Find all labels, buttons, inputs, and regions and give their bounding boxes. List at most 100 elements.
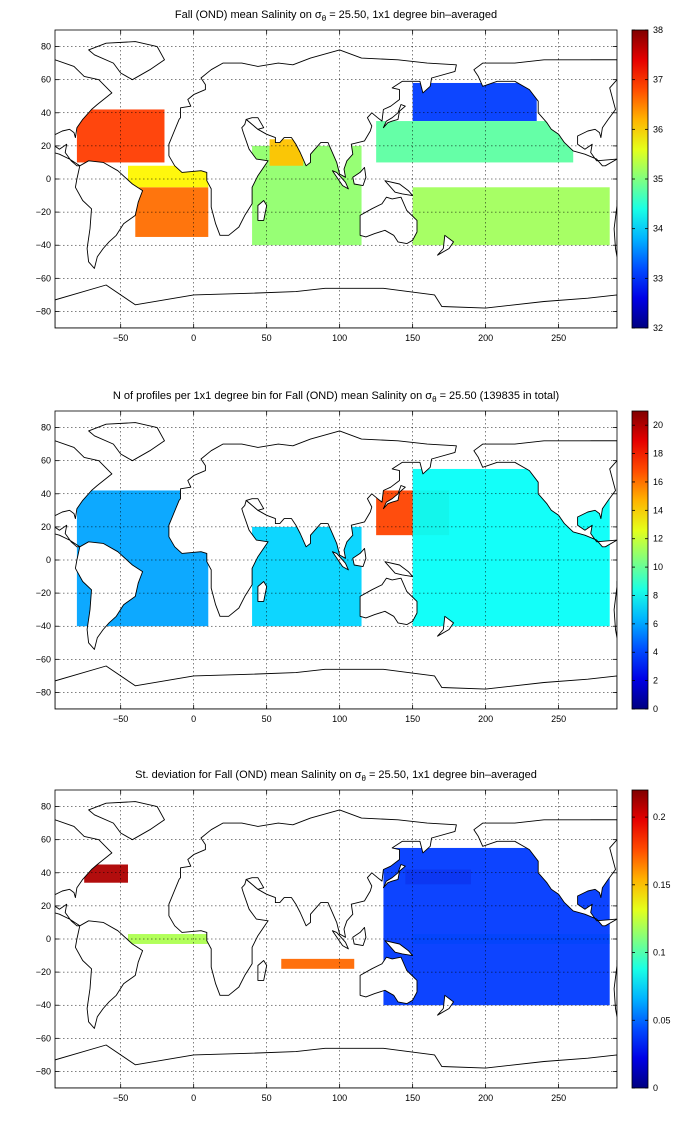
x-tick-label: 100: [332, 333, 347, 343]
land-new-guinea: [384, 940, 414, 957]
colorbar-tick-label: 10: [653, 562, 663, 572]
x-tick-label: 50: [262, 333, 272, 343]
colorbar: [631, 789, 649, 1089]
y-tick-label: 80: [41, 802, 51, 812]
land-japan: [382, 485, 406, 510]
y-tick-label: 20: [41, 522, 51, 532]
y-tick-label: −40: [36, 621, 51, 631]
colorbar: [631, 410, 649, 710]
y-tick-label: −60: [36, 1033, 51, 1043]
land-japan: [382, 104, 406, 129]
map-area: [55, 411, 617, 709]
land-australia: [359, 196, 418, 245]
colorbar-tick-label: 12: [653, 534, 663, 544]
x-tick-label: 0: [191, 714, 196, 724]
colorbar-tick-label: 33: [653, 273, 663, 283]
colorbar-tick-label: 20: [653, 420, 663, 430]
x-tick-label: 200: [478, 714, 493, 724]
land-antarctica: [55, 284, 617, 328]
colorbar-tick-label: 6: [653, 619, 658, 629]
land-south-america: [74, 160, 144, 269]
colorbar-tick-label: 8: [653, 590, 658, 600]
data-region: [412, 82, 537, 122]
chart-title: N of profiles per 1x1 degree bin for Fal…: [113, 390, 559, 404]
colorbar-tick-label: 16: [653, 477, 663, 487]
land-antarctica: [55, 665, 617, 709]
land-eurasia-africa: [168, 809, 457, 996]
colorbar-tick-label: 32: [653, 323, 663, 333]
panel-1: Fall (OND) mean Salinity on σθ = 25.50, …: [36, 9, 663, 343]
x-tick-label: 150: [405, 1093, 420, 1103]
colorbar-tick-label: 2: [653, 676, 658, 686]
land-antarctica: [55, 1044, 617, 1088]
y-tick-label: −40: [36, 240, 51, 250]
y-tick-label: 20: [41, 901, 51, 911]
land-sumatra: [331, 551, 349, 571]
y-tick-label: 60: [41, 835, 51, 845]
land-south-america-wrap: [613, 581, 617, 639]
colorbar-tick-label: 35: [653, 174, 663, 184]
land-arabia-patch: [245, 117, 265, 130]
map-area: [55, 790, 617, 1088]
land-south-america: [74, 920, 144, 1029]
land-south-america-wrap: [613, 200, 617, 258]
y-tick-label: 80: [41, 423, 51, 433]
x-tick-label: 250: [551, 1093, 566, 1103]
y-tick-label: −60: [36, 273, 51, 283]
colorbar-tick-label: 0.1: [653, 948, 666, 958]
land-greenland: [88, 41, 165, 81]
y-tick-label: −60: [36, 654, 51, 664]
y-tick-label: 60: [41, 456, 51, 466]
y-tick-label: 40: [41, 489, 51, 499]
data-region: [281, 958, 355, 969]
colorbar-tick-label: 14: [653, 505, 663, 515]
land-mexico-wrap: [473, 440, 617, 548]
x-tick-label: 200: [478, 333, 493, 343]
colorbar-tick-label: 18: [653, 449, 663, 459]
land-greenland: [88, 801, 165, 841]
land-borneo: [352, 926, 367, 947]
y-tick-label: 0: [46, 174, 51, 184]
data-region: [412, 187, 610, 246]
land-new-guinea: [384, 180, 414, 197]
colorbar-tick-label: 0.15: [653, 880, 671, 890]
y-tick-label: −40: [36, 1000, 51, 1010]
x-tick-label: 100: [332, 1093, 347, 1103]
colorbar-tick-label: 0: [653, 704, 658, 714]
x-tick-label: 50: [262, 714, 272, 724]
land-south-america-wrap: [613, 960, 617, 1018]
land-eurasia-africa: [168, 430, 457, 617]
colorbar-tick-label: 0.05: [653, 1015, 671, 1025]
x-tick-label: 150: [405, 714, 420, 724]
colorbar-tick-label: 38: [653, 25, 663, 35]
land-greenland: [88, 422, 165, 462]
colorbar-tick-label: 4: [653, 647, 658, 657]
colorbar-tick-label: 0: [653, 1083, 658, 1093]
y-tick-label: 40: [41, 868, 51, 878]
land-madagascar: [257, 200, 268, 221]
panel-3: St. deviation for Fall (OND) mean Salini…: [36, 769, 671, 1103]
land-borneo: [352, 166, 367, 187]
land-arabia-patch: [245, 498, 265, 511]
land-madagascar: [257, 960, 268, 981]
x-tick-label: −50: [113, 333, 128, 343]
land-new-zealand: [437, 994, 454, 1016]
land-borneo: [352, 547, 367, 568]
land-japan: [382, 864, 406, 889]
data-region: [84, 864, 128, 883]
y-tick-label: −20: [36, 967, 51, 977]
x-tick-label: 250: [551, 333, 566, 343]
y-tick-label: −80: [36, 1066, 51, 1076]
chart-title: Fall (OND) mean Salinity on σθ = 25.50, …: [175, 9, 497, 23]
land-eurasia-africa: [168, 49, 457, 236]
land-australia: [359, 577, 418, 626]
land-mexico-wrap: [473, 59, 617, 167]
land-sumatra: [331, 170, 349, 190]
land-arabia-patch: [245, 877, 265, 890]
colorbar-tick-label: 34: [653, 224, 663, 234]
y-tick-label: −80: [36, 306, 51, 316]
x-tick-label: 200: [478, 1093, 493, 1103]
land-new-zealand: [437, 615, 454, 637]
colorbar-tick-label: 0.2: [653, 812, 666, 822]
